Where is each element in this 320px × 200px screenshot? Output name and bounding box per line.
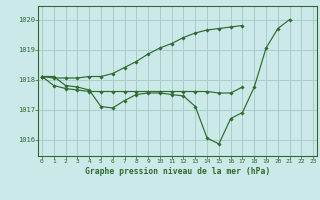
X-axis label: Graphe pression niveau de la mer (hPa): Graphe pression niveau de la mer (hPa) — [85, 167, 270, 176]
